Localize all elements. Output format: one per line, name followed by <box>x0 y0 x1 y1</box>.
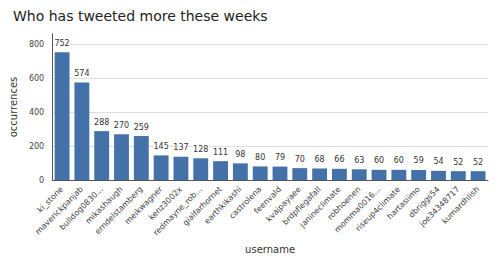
svg-text:70: 70 <box>295 155 305 164</box>
svg-text:momma0016...: momma0016... <box>332 184 383 235</box>
svg-text:hartasiimo: hartasiimo <box>385 184 422 222</box>
svg-text:59: 59 <box>414 156 424 165</box>
svg-text:bulldog0830...: bulldog0830... <box>57 184 105 232</box>
svg-text:feenvald: feenvald <box>252 184 284 216</box>
svg-text:erndelstamberg: erndelstamberg <box>93 184 145 237</box>
svg-text:54: 54 <box>433 157 443 166</box>
svg-text:79: 79 <box>275 153 285 162</box>
svg-text:52: 52 <box>453 158 463 167</box>
svg-text:288: 288 <box>94 118 109 127</box>
svg-text:52: 52 <box>473 158 483 167</box>
svg-text:ki_stone: ki_stone <box>35 184 66 215</box>
svg-text:111: 111 <box>213 148 228 157</box>
svg-text:66: 66 <box>334 155 344 164</box>
svg-text:occurrences: occurrences <box>8 77 19 138</box>
svg-text:janineclimate: janineclimate <box>298 184 343 230</box>
svg-text:80: 80 <box>255 153 265 162</box>
svg-text:600: 600 <box>29 74 44 83</box>
svg-text:maverickpanjab: maverickpanjab <box>33 184 86 237</box>
svg-text:800: 800 <box>29 40 44 49</box>
svg-text:joe34348717: joe34348717 <box>417 184 462 229</box>
svg-text:mikashaugh: mikashaugh <box>83 184 125 226</box>
svg-text:username: username <box>245 244 295 255</box>
svg-text:574: 574 <box>74 69 89 78</box>
svg-text:270: 270 <box>114 121 129 130</box>
svg-text:brdpflegafall: brdpflegafall <box>280 184 323 227</box>
svg-text:68: 68 <box>315 155 325 164</box>
svg-text:60: 60 <box>374 156 384 165</box>
svg-text:400: 400 <box>29 108 44 117</box>
svg-text:meikwagner: meikwagner <box>123 184 165 226</box>
svg-text:200: 200 <box>29 142 44 151</box>
svg-text:0: 0 <box>39 176 44 185</box>
svg-text:63: 63 <box>354 156 364 165</box>
svg-text:dbriggs54: dbriggs54 <box>406 184 442 220</box>
svg-text:137: 137 <box>173 143 188 152</box>
svg-text:kenz3002x: kenz3002x <box>147 184 185 222</box>
svg-text:145: 145 <box>153 142 168 151</box>
svg-text:earthkikashi: earthkikashi <box>202 184 244 226</box>
svg-text:128: 128 <box>193 145 208 154</box>
svg-text:752: 752 <box>54 39 69 48</box>
svg-text:Who has tweeted more these wee: Who has tweeted more these weeks <box>13 8 268 24</box>
svg-text:redmayne_rob...: redmayne_rob... <box>151 184 204 238</box>
svg-text:kumardhlish: kumardhlish <box>440 185 481 226</box>
svg-text:60: 60 <box>394 156 404 165</box>
svg-text:gialfarhornet: gialfarhornet <box>181 184 224 228</box>
svg-text:robhoenen: robhoenen <box>325 184 363 222</box>
svg-text:259: 259 <box>134 123 149 132</box>
svg-text:kvajpayaee: kvajpayaee <box>264 184 303 224</box>
svg-text:riseup4climate: riseup4climate <box>353 184 402 234</box>
svg-text:castrolena: castrolena <box>227 184 264 221</box>
svg-text:98: 98 <box>235 150 245 159</box>
